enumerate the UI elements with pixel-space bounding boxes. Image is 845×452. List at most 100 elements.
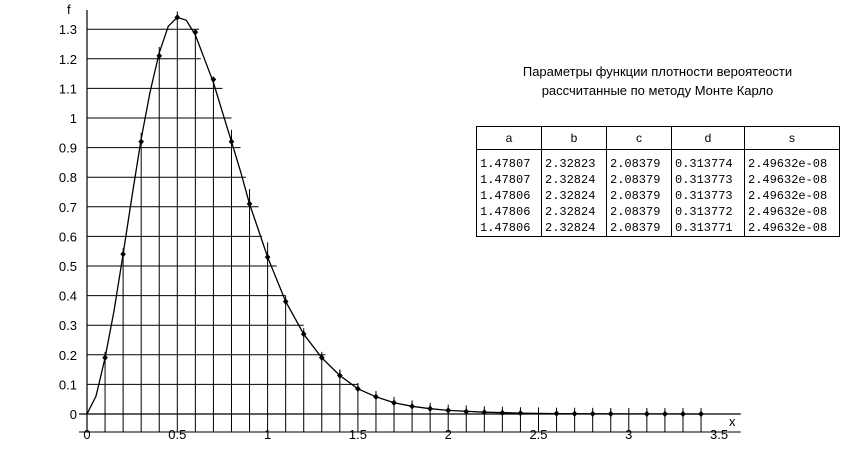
table-cell: 2.32824 — [541, 204, 607, 220]
data-point — [373, 393, 379, 401]
x-tick-label: 3 — [625, 427, 632, 442]
table-cell: 2.49632e-08 — [744, 172, 840, 188]
y-tick-label: 1 — [70, 111, 77, 126]
table-row: 1.47806 2.32824 2.08379 0.313772 2.49632e-08 — [476, 204, 840, 220]
table-cell: 2.08379 — [606, 172, 672, 188]
x-tick-label: 1 — [264, 427, 271, 442]
data-point — [264, 253, 271, 261]
x-tick-label: 3.5 — [710, 427, 728, 442]
sample-points — [102, 14, 704, 418]
x-tick-labels: 0 0.5 1 1.5 2 2.5 3 3.5 — [83, 427, 728, 442]
table-cell: 2.08379 — [606, 204, 672, 220]
y-tick-label: 0.5 — [59, 259, 77, 274]
x-tick-label: 0.5 — [168, 427, 186, 442]
data-point — [246, 200, 253, 208]
table-row: 1.47806 2.32824 2.08379 0.313771 2.49632e-08 — [476, 220, 840, 237]
column-header-b: b — [541, 126, 607, 150]
table-cell: 2.08379 — [606, 220, 672, 237]
x-tick-label: 2.5 — [529, 427, 547, 442]
data-point — [210, 76, 217, 83]
y-tick-label: 0.3 — [59, 318, 77, 333]
y-axis-label: f — [67, 2, 71, 17]
data-point — [553, 410, 560, 417]
data-point — [499, 409, 506, 417]
data-point — [481, 409, 488, 416]
table-row: 1.47806 2.32824 2.08379 0.313773 2.49632e-08 — [476, 188, 840, 204]
table-cell: 1.47806 — [476, 188, 542, 204]
x-tick-label: 1.5 — [349, 427, 367, 442]
y-tick-label: 0.9 — [59, 141, 77, 156]
y-tick-label: 1.3 — [59, 22, 77, 37]
data-point — [174, 14, 181, 21]
parameters-table: a b c d s 1.47807 2.32823 2.08379 0.313774 2… — [476, 126, 840, 237]
x-tick-label: 0 — [83, 427, 90, 442]
caption-line-2: рассчитанные по методу Монте Карло — [541, 83, 774, 98]
column-header-d: d — [671, 126, 745, 150]
y-tick-label: 0.8 — [59, 170, 77, 185]
data-point — [607, 410, 614, 418]
caption-line-1: Параметры функции плотности вероятеости — [522, 64, 793, 79]
data-point — [102, 354, 108, 361]
column-header-s: s — [744, 126, 840, 150]
data-point — [571, 410, 578, 417]
data-point — [355, 385, 361, 393]
table-cell: 0.313773 — [671, 172, 745, 188]
table-cell: 0.313772 — [671, 204, 745, 220]
table-cell: 1.47806 — [476, 204, 542, 220]
data-point — [517, 409, 524, 417]
data-point — [463, 408, 470, 415]
data-point — [300, 330, 307, 338]
data-point — [282, 298, 289, 305]
table-header-row: a b c d s — [476, 126, 840, 150]
y-tick-label: 0.1 — [59, 377, 77, 392]
column-header-a: a — [476, 126, 542, 150]
density-curve — [86, 16, 702, 415]
table-cell: 2.32824 — [541, 188, 607, 204]
y-tick-label: 1.1 — [59, 81, 77, 96]
table-cell: 2.49632e-08 — [744, 220, 840, 237]
table-cell: 2.32824 — [541, 172, 607, 188]
x-tick-label: 2 — [445, 427, 452, 442]
table-cell: 2.32824 — [541, 220, 607, 237]
data-point — [318, 354, 325, 361]
y-tick-label: 0.2 — [59, 348, 77, 363]
data-point — [409, 403, 415, 410]
data-point — [192, 28, 199, 36]
table-cell: 2.49632e-08 — [744, 149, 840, 172]
data-point — [680, 410, 686, 418]
table-cell: 2.49632e-08 — [744, 204, 840, 220]
table-cell: 0.313774 — [671, 149, 745, 172]
data-point — [391, 399, 397, 406]
y-tick-label: 0 — [70, 407, 77, 422]
y-tick-label: 0.4 — [59, 289, 77, 304]
parameters-caption: Параметры функции плотности вероятеости … — [470, 62, 845, 100]
table-cell: 1.47807 — [476, 172, 542, 188]
data-point — [228, 138, 235, 145]
table-cell: 0.313773 — [671, 188, 745, 204]
data-point — [698, 410, 704, 418]
data-point — [662, 410, 668, 418]
column-header-c: c — [606, 126, 672, 150]
table-row: 1.47807 2.32823 2.08379 0.313774 2.49632e-08 — [476, 149, 840, 172]
data-point — [156, 52, 163, 60]
data-point — [427, 405, 433, 412]
y-tick-labels: 0 0.1 0.2 0.3 0.4 0.5 0.6 0.7 0.8 0.9 1 1.1 1.2 1.3 — [59, 22, 77, 422]
y-tick-label: 1.2 — [59, 52, 77, 67]
table-cell: 2.49632e-08 — [744, 188, 840, 204]
data-point — [644, 410, 650, 418]
table-cell: 2.08379 — [606, 149, 672, 172]
y-tick-label: 0.6 — [59, 229, 77, 244]
x-axis-label: x — [729, 414, 736, 429]
data-point — [138, 138, 144, 145]
data-point — [445, 407, 451, 414]
data-point — [337, 372, 343, 379]
y-tick-label: 0.7 — [59, 200, 77, 215]
table-cell: 1.47806 — [476, 220, 542, 237]
table-cell: 1.47807 — [476, 149, 542, 172]
data-point — [589, 410, 596, 417]
table-cell: 2.32823 — [541, 149, 607, 172]
data-point — [120, 250, 126, 258]
table-cell: 2.08379 — [606, 188, 672, 204]
table-row: 1.47807 2.32824 2.08379 0.313773 2.49632e-08 — [476, 172, 840, 188]
